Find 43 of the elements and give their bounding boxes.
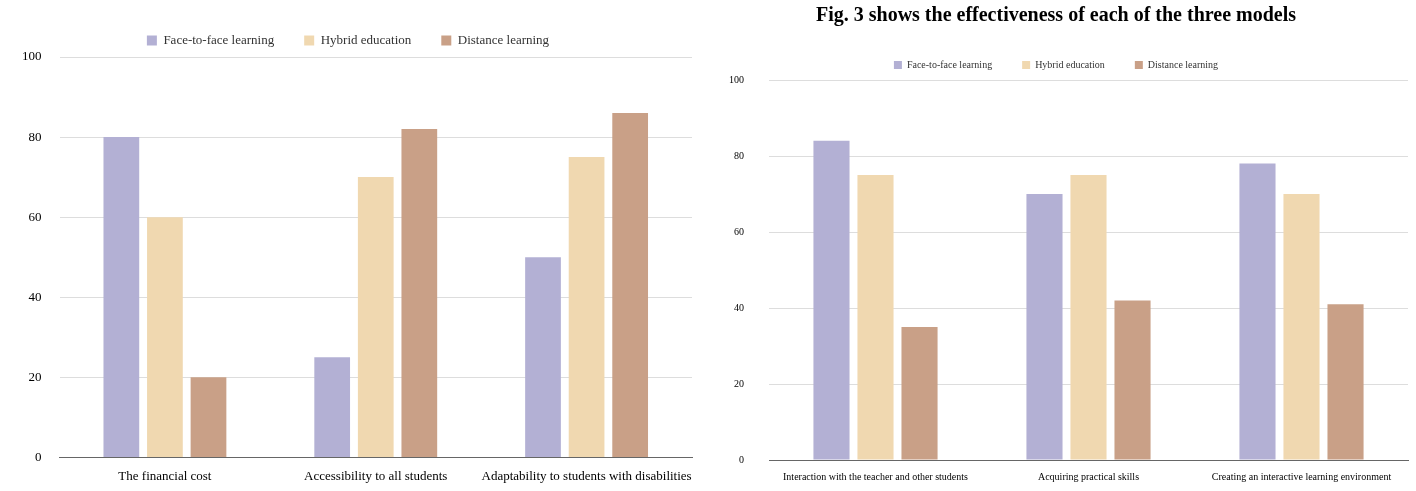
x-tick-label: The financial cost — [118, 467, 212, 483]
y-tick-label: 100 — [729, 73, 744, 85]
bar — [1327, 304, 1364, 460]
bar — [1114, 300, 1151, 460]
bar — [568, 157, 605, 457]
y-tick-label: 20 — [734, 377, 744, 389]
bar — [525, 257, 561, 457]
bar — [357, 177, 394, 457]
bar — [813, 140, 850, 460]
legend-label: Distance learning — [457, 31, 550, 47]
y-tick-label: 80 — [734, 149, 744, 161]
legend-label: Hybrid education — [320, 31, 412, 47]
legend-label: Face-to-face learning — [906, 58, 993, 70]
y-tick-label: 100 — [22, 48, 42, 64]
bar — [190, 377, 227, 457]
y-tick-label: 80 — [28, 128, 42, 144]
bar — [401, 129, 438, 457]
x-tick-label: Interaction with the teacher and other students — [783, 470, 969, 482]
y-tick-label: 0 — [739, 453, 744, 465]
bar — [901, 327, 938, 460]
bar — [103, 137, 140, 457]
y-tick-label: 60 — [28, 208, 42, 224]
y-tick-label: 40 — [734, 301, 744, 313]
x-tick-label: Acquiring practical skills — [1037, 470, 1140, 482]
bar — [857, 175, 894, 460]
y-tick-label: 40 — [28, 288, 42, 304]
bar — [314, 357, 351, 457]
bar — [1070, 175, 1107, 460]
chart-title: Fig. 3 shows the effectiveness of each of the three models — [815, 3, 1297, 27]
x-tick-label: Creating an interactive learning environment — [1211, 470, 1392, 482]
bar — [1239, 163, 1276, 460]
bar — [612, 113, 649, 457]
bar — [1283, 194, 1320, 460]
legend-label: Distance learning — [1147, 58, 1219, 70]
x-tick-label: Adaptability to students with disabilities — [481, 467, 692, 483]
y-tick-label: 20 — [28, 368, 42, 384]
legend-label: Face-to-face learning — [163, 31, 275, 47]
y-tick-label: 0 — [35, 448, 42, 464]
y-tick-label: 60 — [734, 225, 744, 237]
x-tick-label: Accessibility to all students — [304, 467, 448, 483]
bar — [147, 217, 183, 457]
legend-label: Hybrid education — [1035, 58, 1105, 70]
bar — [1026, 194, 1063, 460]
